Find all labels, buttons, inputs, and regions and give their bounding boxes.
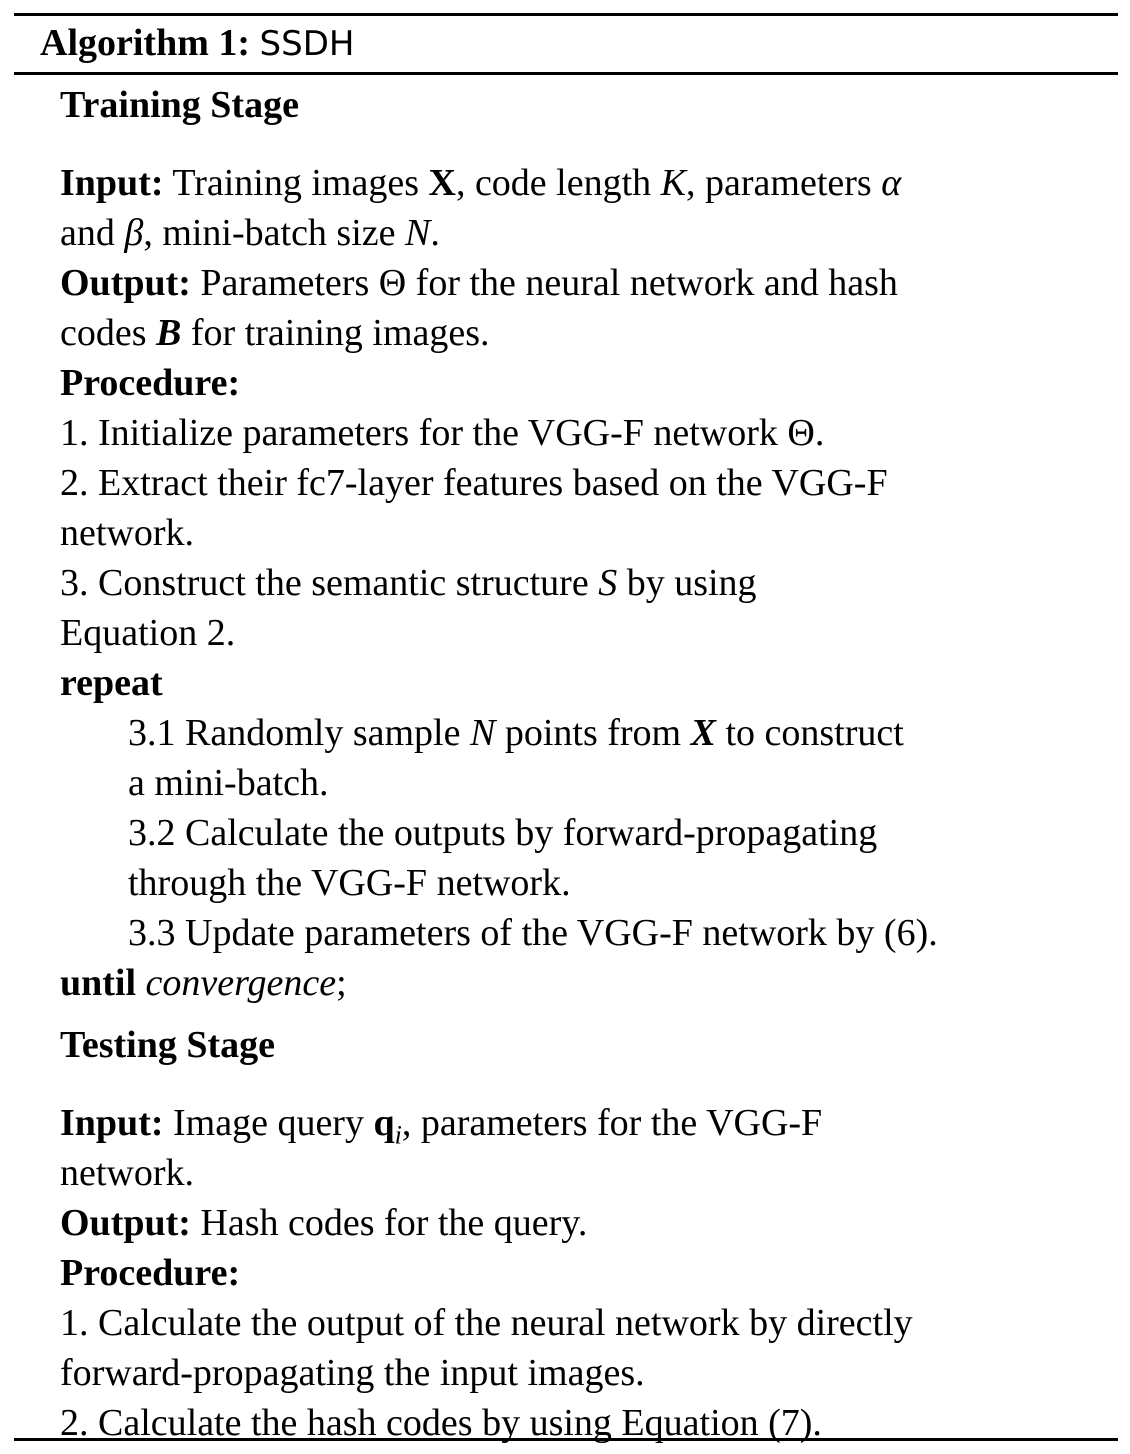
header-rule: [14, 72, 1118, 75]
algorithm-name: SSDH: [259, 24, 355, 64]
training-input-line-1: Input: Training images X, code length K,…: [60, 162, 902, 204]
bottom-rule: [14, 1438, 1118, 1441]
training-procedure-label: Procedure:: [60, 362, 241, 404]
testing-procedure-label: Procedure:: [60, 1252, 241, 1294]
output-label: Output:: [60, 1202, 191, 1244]
substep-3-1-line-1: 3.1 Randomly sample N points from X to c…: [128, 712, 904, 754]
algorithm-header: Algorithm 1: SSDH: [40, 18, 354, 69]
testing-output-line: Output: Hash codes for the query.: [60, 1202, 588, 1244]
top-rule: [14, 13, 1118, 16]
testing-stage-heading: Testing Stage: [60, 1024, 276, 1066]
substep-3-2-line-2: through the VGG-F network.: [128, 862, 571, 904]
training-step-2-line-2: network.: [60, 512, 195, 554]
testing-step-2: 2. Calculate the hash codes by using Equ…: [60, 1402, 822, 1444]
training-output-line-2: codes B for training images.: [60, 312, 490, 354]
substep-3-3: 3.3 Update parameters of the VGG-F netwo…: [128, 912, 938, 954]
substep-3-1-line-2: a mini-batch.: [128, 762, 329, 804]
training-input-line-2: and β, mini-batch size N.: [60, 212, 440, 254]
training-step-3-line-1: 3. Construct the semantic structure S by…: [60, 562, 757, 604]
testing-step-1-line-2: forward-propagating the input images.: [60, 1352, 645, 1394]
testing-step-1-line-1: 1. Calculate the output of the neural ne…: [60, 1302, 913, 1344]
training-step-1: 1. Initialize parameters for the VGG-F n…: [60, 412, 825, 454]
repeat-keyword: repeat: [60, 662, 163, 704]
until-line: until convergence;: [60, 962, 347, 1004]
training-step-2-line-1: 2. Extract their fc7-layer features base…: [60, 462, 888, 504]
substep-3-2-line-1: 3.2 Calculate the outputs by forward-pro…: [128, 812, 878, 854]
testing-input-line-1: Input: Image query qi, parameters for th…: [60, 1102, 823, 1150]
training-step-3-line-2: Equation 2.: [60, 612, 236, 654]
algorithm-body: Training Stage Input: Training images X,…: [60, 80, 1110, 1448]
output-label: Output:: [60, 262, 191, 304]
testing-input-line-2: network.: [60, 1152, 195, 1194]
training-stage-heading: Training Stage: [60, 84, 299, 126]
algorithm-label: Algorithm 1:: [40, 22, 251, 64]
training-output-line-1: Output: Parameters Θ for the neural netw…: [60, 262, 898, 304]
input-label: Input:: [60, 1102, 164, 1144]
input-label: Input:: [60, 162, 164, 204]
